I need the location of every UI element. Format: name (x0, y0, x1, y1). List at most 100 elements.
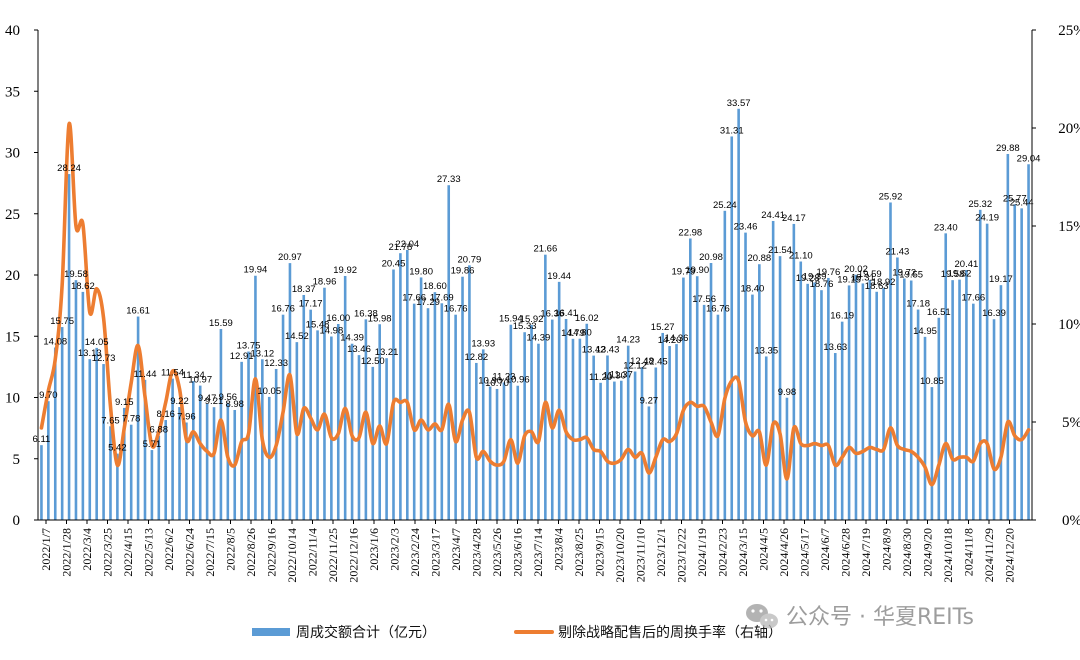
bar (889, 202, 892, 521)
bar (60, 327, 64, 520)
x-tick-label: 2023/5/26 (490, 528, 504, 577)
x-tick-label: 2023/7/14 (531, 528, 545, 577)
bar-data-label: 13.63 (823, 342, 847, 353)
bar-data-label: 13.75 (237, 341, 261, 352)
bar-data-label: 14.36 (665, 333, 689, 344)
bar-data-label: 17.18 (906, 299, 930, 310)
bar-data-label: 9.98 (778, 387, 797, 398)
bar (716, 314, 720, 520)
bar (122, 407, 126, 520)
bar (903, 278, 906, 520)
bar-data-label: 19.62 (948, 269, 972, 280)
x-tick-label: 2024/9/20 (921, 528, 935, 577)
bar-data-label: 16.61 (126, 306, 150, 317)
bar (978, 209, 982, 520)
watermark: 公众号 · 华夏REITs (746, 604, 974, 630)
bar (592, 355, 595, 520)
bar (475, 362, 478, 520)
bar-data-label: 18.60 (423, 281, 447, 292)
x-tick-label: 2023/1/6 (367, 528, 381, 571)
bar-data-label: 13.46 (347, 344, 371, 355)
bar (813, 282, 816, 520)
x-tick-label: 2022/6/24 (183, 528, 197, 577)
bar-data-label: 18.40 (741, 284, 765, 295)
y-tick-label: 0 (13, 513, 21, 529)
x-tick-label: 2024/5/17 (798, 528, 812, 577)
bar-data-label: 9.22 (170, 396, 189, 407)
bar-data-label: 29.88 (996, 143, 1020, 154)
bar (537, 343, 540, 520)
x-tick-label: 2024/10/18 (941, 528, 955, 583)
x-tick-label: 2024/8/9 (880, 528, 894, 571)
y2-tick-label: 5% (1062, 415, 1080, 431)
bar (578, 338, 582, 520)
bar-data-label: 20.98 (699, 252, 723, 263)
bar (143, 379, 147, 520)
bar-data-label: 19.76 (816, 267, 840, 278)
bar-data-label: 17.17 (299, 299, 323, 310)
bar-data-label: 14.20 (658, 335, 682, 346)
y-tick-label: 40 (5, 23, 20, 39)
bar (682, 277, 685, 520)
y2-tick-label: 10% (1058, 317, 1080, 333)
bar-data-label: 14.39 (340, 333, 364, 344)
bar-data-label: 17.66 (402, 293, 426, 304)
bar-data-label: 22.04 (395, 239, 419, 250)
bar-data-label: 18.76 (810, 279, 834, 290)
bar-data-label: 11.23 (492, 371, 515, 382)
bar (985, 223, 989, 521)
bar-data-label: 20.97 (278, 252, 302, 263)
bar-data-label: 17.69 (430, 292, 454, 303)
bar-data-label: 17.29 (416, 297, 440, 308)
x-tick-label: 2023/10/20 (613, 528, 627, 583)
bar-data-label: 13.35 (754, 345, 778, 356)
bar-data-label: 15.92 (520, 314, 544, 325)
bar (116, 453, 119, 520)
bar-data-label: 19.79 (672, 267, 696, 278)
x-tick-label: 2022/3/25 (101, 528, 115, 577)
bar-data-label: 19.92 (333, 265, 357, 276)
bar (730, 136, 734, 520)
bar (965, 269, 968, 520)
bar-data-label: 21.43 (886, 246, 910, 257)
bar (481, 349, 485, 520)
bar (81, 291, 85, 520)
bar (330, 336, 333, 520)
bar-data-label: 8.16 (156, 409, 175, 420)
x-tick-label: 2024/6/28 (839, 528, 853, 577)
bar-data-label: 14.23 (616, 335, 640, 346)
bar (164, 420, 167, 520)
bar-data-label: 25.44 (1010, 197, 1034, 208)
bar-data-label: 24.19 (975, 213, 999, 224)
bar-data-label: 19.39 (803, 271, 827, 282)
bar (1013, 204, 1017, 520)
bar (1027, 164, 1030, 520)
bar (171, 378, 174, 520)
bar-data-label: 20.79 (458, 254, 482, 265)
bar (833, 353, 837, 520)
bar (323, 287, 326, 520)
x-tick-label: 2024/6/7 (818, 528, 832, 571)
bar-data-label: 33.57 (727, 98, 751, 109)
bar-data-label: 13.42 (582, 345, 606, 356)
bar (916, 309, 920, 520)
bar-data-label: 10.96 (506, 375, 530, 386)
bar-data-label: 14.08 (43, 337, 67, 348)
bar-data-label: 7.65 (101, 415, 120, 426)
x-tick-label: 2024/4/5 (757, 528, 771, 571)
bar-data-label: 12.73 (92, 353, 116, 364)
bar (419, 277, 423, 520)
x-tick-label: 2024/1/19 (695, 528, 709, 577)
bar (723, 210, 727, 520)
bar-data-label: 21.78 (389, 242, 413, 253)
bar (343, 275, 347, 520)
bar (792, 223, 796, 521)
bar (157, 435, 161, 520)
bar (868, 280, 872, 520)
bar (495, 388, 499, 520)
bar (95, 347, 98, 520)
bar (523, 332, 526, 520)
bar-data-label: 13.93 (471, 338, 495, 349)
bar-data-label: 16.76 (444, 304, 468, 315)
